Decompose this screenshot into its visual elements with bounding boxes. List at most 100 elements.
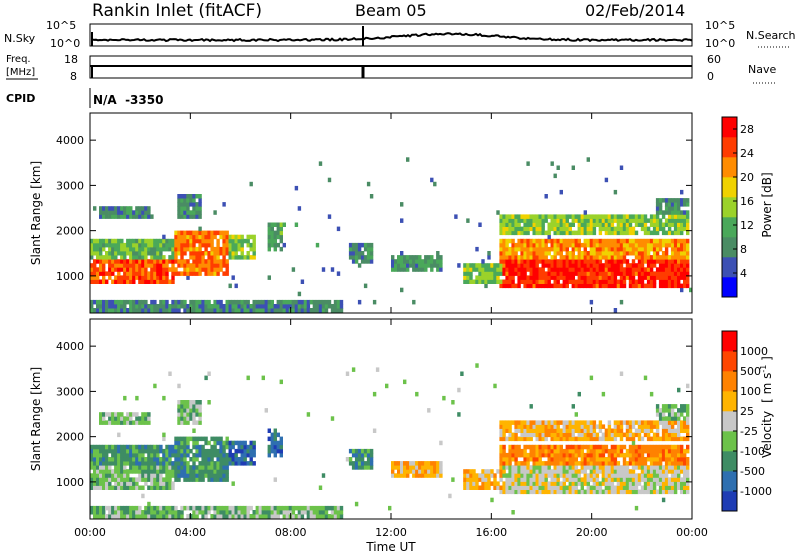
heatmap-cell (523, 251, 527, 256)
heatmap-cell (165, 477, 169, 482)
heatmap-cell (544, 251, 548, 256)
heatmap-cell (466, 485, 470, 490)
heatmap-cell (511, 246, 515, 252)
heatmap-cell (174, 271, 178, 276)
heatmap-cell (580, 218, 584, 223)
heatmap-cell (327, 214, 332, 219)
heatmap-cell (673, 444, 678, 450)
heatmap-cell (141, 416, 145, 421)
heatmap-cell (502, 242, 506, 248)
heatmap-cell (577, 255, 581, 260)
heatmap-cell (658, 444, 663, 450)
heatmap-cell (90, 251, 94, 256)
heatmap-cell (126, 457, 130, 462)
heatmap-cell (652, 263, 657, 268)
heatmap-cell (249, 505, 253, 511)
heatmap-cell (532, 267, 536, 272)
heatmap-cell (105, 505, 109, 511)
heatmap-cell (135, 299, 139, 305)
heatmap-cell (469, 263, 473, 268)
heatmap-cell (574, 271, 578, 276)
heatmap-cell (643, 465, 648, 470)
heatmap-cell (658, 469, 663, 474)
heatmap-cell (565, 271, 569, 276)
heatmap-cell (683, 246, 687, 252)
heatmap-cell (628, 448, 633, 454)
heatmap-cell (430, 177, 434, 183)
heatmap-cell (243, 444, 247, 450)
heatmap-cell (105, 299, 109, 305)
heatmap-cell (598, 481, 603, 486)
heatmap-cell (93, 505, 97, 511)
heatmap-cell (499, 251, 503, 256)
heatmap-cell (490, 497, 494, 503)
heatmap-cell (126, 444, 130, 450)
heatmap-cell (258, 308, 262, 313)
heatmap-cell (162, 465, 166, 470)
heatmap-cell (586, 222, 590, 227)
heatmap-cell (607, 420, 612, 425)
heatmap-cell (270, 440, 274, 446)
heatmap-cell (171, 267, 175, 272)
heatmap-cell (156, 279, 160, 284)
heatmap-cell (186, 214, 190, 219)
heatmap-cell (463, 275, 467, 280)
heatmap-cell (117, 263, 121, 268)
heatmap-cell (210, 246, 214, 252)
heatmap-cell (240, 448, 244, 454)
heatmap-cell (553, 238, 557, 244)
heatmap-cell (126, 461, 130, 466)
heatmap-cell (640, 251, 645, 256)
heatmap-cell (156, 242, 160, 248)
heatmap-cell (114, 505, 118, 511)
heatmap-cell (568, 428, 572, 433)
heatmap-cell (472, 481, 476, 486)
heatmap-cell (517, 226, 521, 232)
heatmap-cell (619, 452, 624, 458)
colorbar-tick-label: 100 (740, 385, 761, 398)
heatmap-cell (180, 412, 184, 417)
heatmap-cell (622, 279, 627, 284)
heatmap-cell (517, 469, 521, 474)
heatmap-cell (198, 448, 202, 454)
heatmap-cell (237, 461, 241, 466)
heatmap-cell (664, 416, 669, 421)
heatmap-cell (658, 412, 663, 417)
heatmap-cell (667, 202, 672, 207)
heatmap-cell (664, 230, 669, 236)
heatmap-cell (198, 469, 202, 474)
heatmap-cell (523, 473, 527, 478)
heatmap-cell (520, 469, 524, 474)
heatmap-cell (222, 510, 226, 515)
heatmap-cell (677, 469, 681, 474)
heatmap-cell (532, 226, 536, 232)
heatmap-cell (610, 436, 615, 442)
heatmap-cell (210, 457, 214, 462)
heatmap-cell (243, 452, 247, 458)
heatmap-cell (204, 234, 208, 240)
heatmap-cell (330, 505, 335, 511)
heatmap-cell (667, 408, 672, 413)
heatmap-cell (511, 283, 515, 289)
heatmap-cell (240, 505, 244, 511)
heatmap-cell (183, 457, 187, 462)
heatmap-cell (153, 246, 157, 252)
heatmap-cell (144, 251, 148, 256)
heatmap-cell (604, 481, 609, 486)
heatmap-cell (499, 242, 503, 248)
heatmap-cell (562, 246, 566, 252)
heatmap-cell (535, 242, 539, 248)
heatmap-cell (598, 214, 603, 219)
heatmap-cell (138, 452, 142, 458)
heatmap-cell (150, 255, 154, 260)
heatmap-cell (677, 238, 681, 244)
heatmap-cell (108, 259, 112, 264)
heatmap-cell (670, 448, 675, 454)
heatmap-cell (418, 259, 422, 264)
heatmap-cell (619, 218, 624, 223)
heatmap-cell (631, 271, 636, 276)
heatmap-cell (673, 477, 678, 482)
heatmap-cell (526, 283, 530, 289)
heatmap-cell (568, 275, 572, 280)
heatmap-cell (156, 514, 160, 519)
